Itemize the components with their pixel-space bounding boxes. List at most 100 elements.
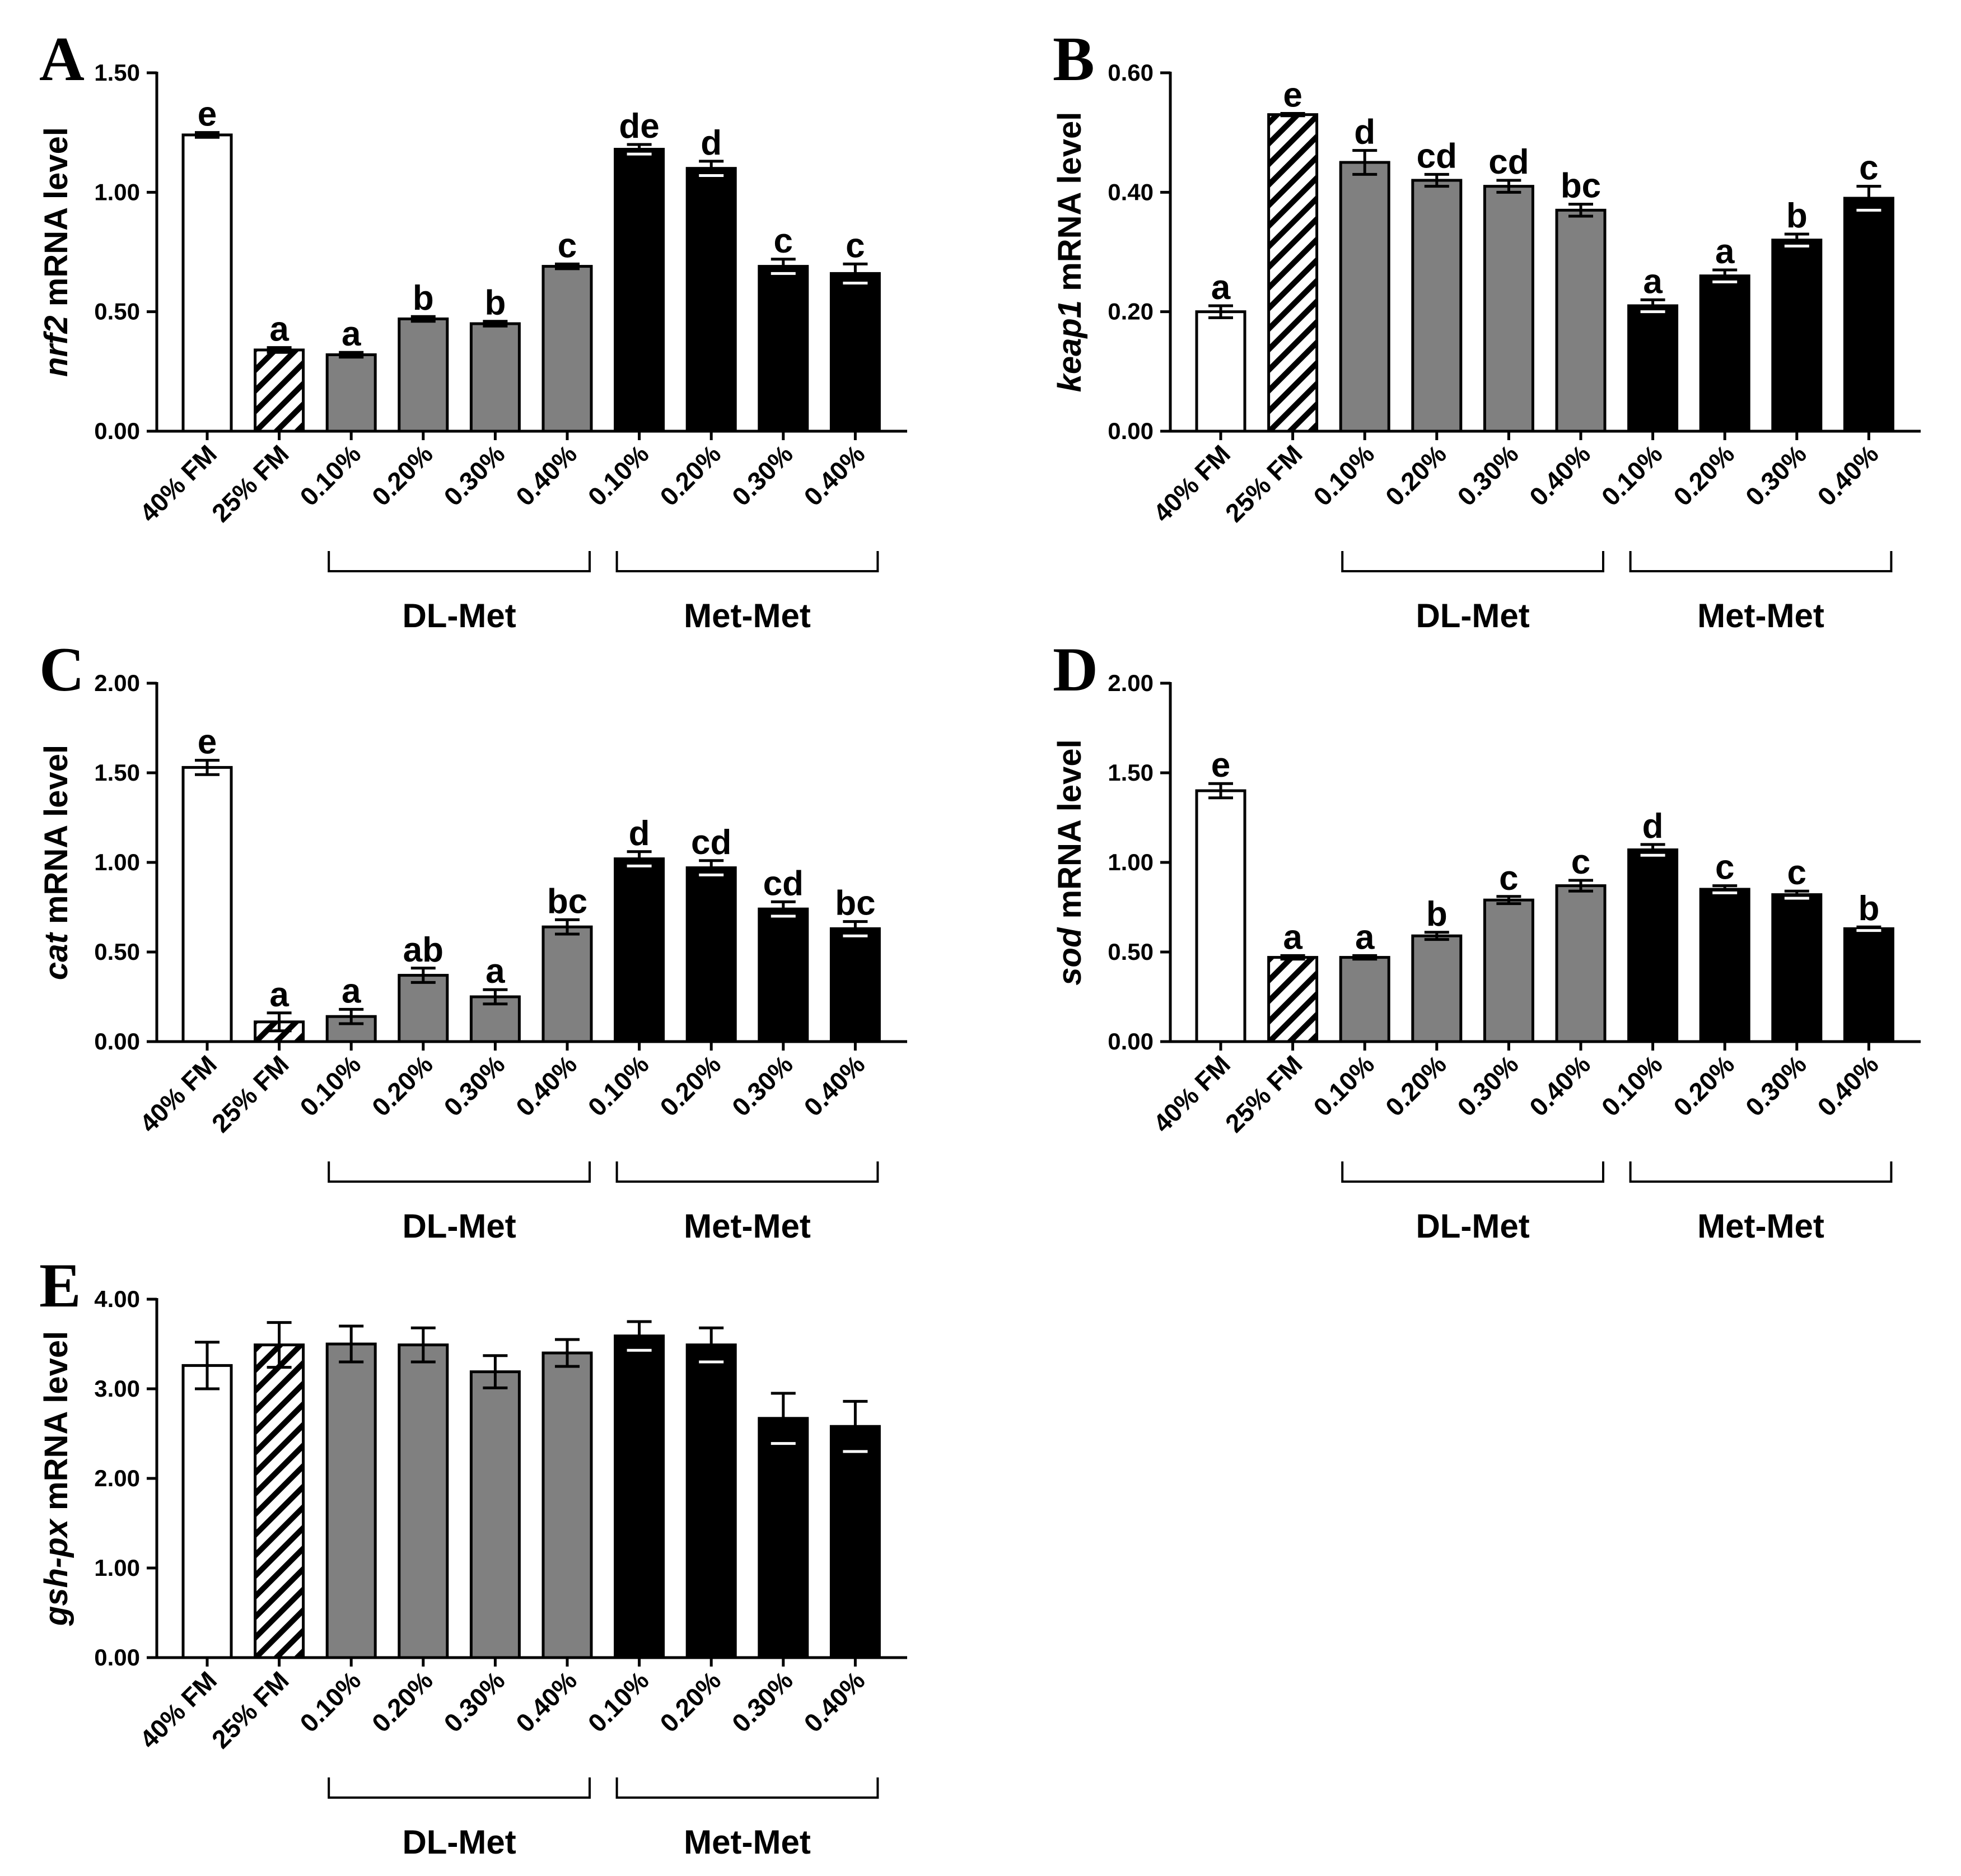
group-label: DL-Met <box>1416 1207 1529 1245</box>
x-tick-label: 0.20% <box>366 1049 438 1122</box>
x-tick-label: 0.20% <box>366 1665 438 1738</box>
bar <box>1195 789 1246 1043</box>
y-axis-label-text: mRNA level <box>1052 739 1088 927</box>
x-tick-label: 0.40% <box>798 1665 870 1738</box>
significance-letter: a <box>1643 262 1663 301</box>
y-axis-label-gene: nrf2 <box>38 315 74 377</box>
x-tick-label: 40% FM <box>134 439 222 528</box>
y-tick-label: 0.50 <box>1108 939 1154 965</box>
bar <box>398 317 449 433</box>
y-axis-label-gene: keap1 <box>1052 300 1088 392</box>
x-tick-label: 0.10% <box>582 1049 655 1122</box>
significance-letter: ab <box>403 931 443 969</box>
bar <box>398 1343 449 1659</box>
bar <box>325 1342 377 1659</box>
bar <box>1339 161 1390 433</box>
chart-c: 0.00 0.50 1.00 1.50 2.00 cat mRNA level e 40% F… <box>38 670 907 1245</box>
y-axis-label-text: mRNA level <box>38 127 74 315</box>
bar <box>1771 893 1823 1043</box>
y-axis-label: gsh-px mRNA level <box>38 1331 74 1626</box>
significance-letter: bc <box>835 884 875 923</box>
x-tick-label: 25% FM <box>1220 439 1308 528</box>
x-tick-label: 0.30% <box>726 1665 799 1738</box>
significance-letter: a <box>485 952 505 991</box>
x-tick-label: 40% FM <box>134 1665 222 1754</box>
panel-c: C 0.00 0.50 1.00 1.50 2.00 cat mRNA level e 40%… <box>22 633 974 1245</box>
significance-letter: d <box>1354 113 1375 152</box>
bar <box>614 857 665 1043</box>
bar <box>829 272 881 433</box>
panel-letter-d: D <box>1053 635 1098 704</box>
significance-letter: b <box>1426 895 1448 934</box>
significance-letter: e <box>198 723 217 762</box>
x-tick-label: 0.30% <box>726 439 799 511</box>
group-label: DL-Met <box>402 597 516 634</box>
y-tick-label: 0.50 <box>94 939 140 965</box>
y-axis-label-gene: sod <box>1052 927 1088 986</box>
group-label: DL-Met <box>402 1207 516 1245</box>
x-tick-label: 0.20% <box>1668 1049 1740 1122</box>
significance-letter: e <box>1211 746 1230 785</box>
significance-letter: c <box>1499 859 1518 898</box>
bar <box>1267 113 1319 433</box>
group-bracket <box>1629 1161 1893 1183</box>
significance-letter: d <box>701 124 722 162</box>
chart-b: 0.00 0.20 0.40 0.60 keap1 mRNA level a 40% FM e… <box>1052 59 1921 634</box>
group-label: Met-Met <box>684 597 811 634</box>
bar <box>1483 185 1534 433</box>
significance-letter: e <box>1283 76 1302 115</box>
y-tick-label: 3.00 <box>94 1375 140 1402</box>
y-tick-label: 2.00 <box>94 1465 140 1491</box>
x-tick-label: 0.20% <box>654 439 726 511</box>
y-tick-label: 2.00 <box>94 670 140 696</box>
bar <box>254 1343 305 1659</box>
y-axis-label-gene: gsh-px <box>38 1518 74 1626</box>
x-tick-label: 0.10% <box>1596 1049 1668 1122</box>
x-tick-label: 0.20% <box>366 439 438 511</box>
y-tick-label: 2.00 <box>1108 670 1154 696</box>
y-tick-label: 4.00 <box>94 1286 140 1312</box>
panel-e: E 0.00 1.00 2.00 3.00 4.00 gsh-px mRNA level 4… <box>22 1249 974 1861</box>
x-tick-label: 0.20% <box>654 1049 726 1122</box>
panel-letter-c: C <box>39 635 85 704</box>
significance-letter: c <box>1571 843 1590 881</box>
chart-e: 0.00 1.00 2.00 3.00 4.00 gsh-px mRNA level 40%… <box>38 1286 907 1861</box>
significance-letter: c <box>1715 848 1734 887</box>
significance-letter: a <box>1211 268 1231 307</box>
group-bracket <box>1341 1161 1604 1183</box>
x-tick-label: 0.10% <box>582 439 655 511</box>
x-tick-label: 0.40% <box>510 1665 582 1738</box>
bar <box>614 148 665 433</box>
bar <box>1699 888 1750 1043</box>
y-tick-label: 1.00 <box>94 849 140 875</box>
x-tick-label: 0.40% <box>1811 439 1884 511</box>
x-tick-label: 40% FM <box>1147 439 1236 528</box>
significance-letter: c <box>1859 149 1878 188</box>
y-tick-label: 0.00 <box>1108 418 1154 444</box>
x-tick-label: 25% FM <box>206 1665 295 1754</box>
bar <box>1699 274 1750 433</box>
y-axis-label-gene: cat <box>38 932 74 981</box>
panel-letter-e: E <box>39 1251 81 1320</box>
bar <box>1483 898 1534 1043</box>
group-label: Met-Met <box>1697 1207 1824 1245</box>
y-axis-label: cat mRNA level <box>38 745 74 980</box>
significance-letter: a <box>1355 918 1375 956</box>
significance-letter: a <box>1715 232 1735 271</box>
x-tick-label: 0.30% <box>438 439 510 511</box>
bar <box>1267 956 1319 1043</box>
y-tick-label: 0.40 <box>1108 179 1154 205</box>
chart-a: 0.00 0.50 1.00 1.50 nrf2 mRNA level e 40% FM a 2… <box>38 59 907 634</box>
x-tick-label: 0.40% <box>510 1049 582 1122</box>
significance-letter: b <box>484 284 506 323</box>
bar <box>1843 197 1894 433</box>
group-label: Met-Met <box>1697 597 1824 634</box>
x-tick-label: 0.10% <box>582 1665 655 1738</box>
bar <box>1555 884 1607 1043</box>
group-bracket <box>615 1777 879 1799</box>
bar <box>758 265 809 433</box>
x-tick-label: 0.40% <box>1524 1049 1596 1122</box>
bar <box>541 265 593 433</box>
significance-letter: a <box>269 976 289 1014</box>
